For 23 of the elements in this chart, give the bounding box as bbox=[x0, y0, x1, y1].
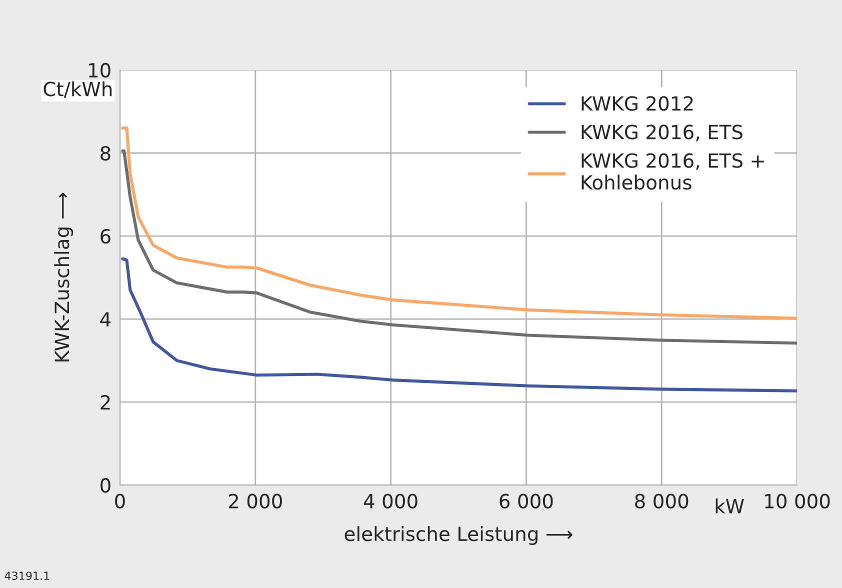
x-tick-label: 6 000 bbox=[500, 494, 553, 508]
line-series bbox=[121, 126, 798, 320]
text: 43191.1 bbox=[4, 572, 50, 580]
y-tick-label: 8 bbox=[100, 146, 110, 161]
y-tick-label: 4 bbox=[100, 312, 111, 326]
x-axis-title: elektrische Leistung ⟶ bbox=[344, 526, 572, 545]
y-tick-label: 0 bbox=[100, 478, 110, 493]
x-tick-label: 2 000 bbox=[228, 494, 282, 508]
y-tick-label: 2 bbox=[100, 395, 110, 410]
legend-label: KWKG 2012 bbox=[582, 96, 693, 111]
y-tick-label: 10 bbox=[89, 62, 110, 78]
text: Ct/kWh bbox=[44, 81, 112, 98]
text: kW bbox=[716, 498, 744, 514]
x-tick-label: 8 000 bbox=[635, 494, 688, 508]
y-tick-label: 6 bbox=[100, 228, 110, 244]
x-tick-label: 10 000 bbox=[765, 494, 830, 508]
legend-label: KWKG 2016, ETS + Kohlebonus bbox=[582, 153, 764, 190]
y-axis-title: KWK-Zuschlag ⟶ bbox=[54, 192, 74, 362]
line-series bbox=[121, 257, 798, 392]
x-tick-label: 4 000 bbox=[364, 494, 418, 508]
x-tick-label: 0 bbox=[115, 494, 125, 508]
legend-label: KWKG 2016, ETS bbox=[582, 124, 742, 142]
line-series bbox=[121, 149, 798, 345]
